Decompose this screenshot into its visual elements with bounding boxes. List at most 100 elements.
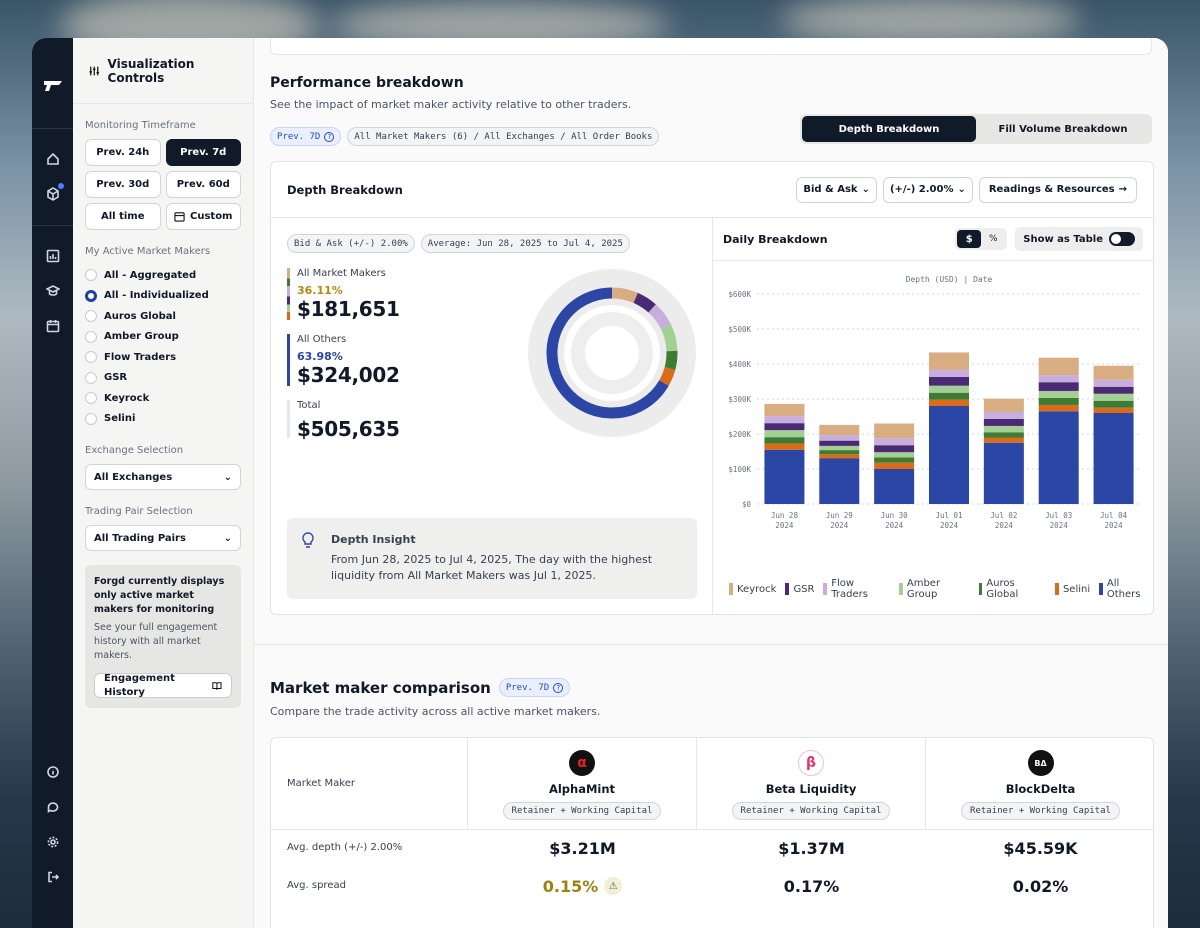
metric-market-makers: All Market Makers 36.11% $181,651 [287,268,400,324]
range-dropdown[interactable]: (+/-) 2.00% ⌄ [882,176,973,203]
timeframe-60d-button[interactable]: Prev. 60d [165,171,241,198]
help-icon: ? [324,131,335,142]
makers-label: My Active Market Makers [85,246,211,257]
bar-segment-keyrock [764,403,805,417]
depth-chips: Bid & Ask (+/-) 2.00% Average: Jun 28, 2… [287,234,630,253]
legend-item-all-others[interactable]: All Others [1099,578,1153,600]
gear-icon[interactable] [45,834,61,850]
beta-logo-icon: β [798,750,824,776]
legend-swatch [1054,583,1059,595]
maker-radio-gsr[interactable]: GSR [85,368,241,389]
home-icon[interactable] [45,151,61,167]
bar-segment-auros-global [1038,397,1079,405]
chevron-down-icon: ⌄ [223,471,232,483]
maker-radio-amber[interactable]: Amber Group [85,327,241,348]
maker-radio-keyrock[interactable]: Keyrock [85,388,241,409]
timeframe-30d-button[interactable]: Prev. 30d [85,171,161,198]
grey-bar [287,400,290,438]
legend-item-amber-group[interactable]: Amber Group [899,578,969,600]
chat-icon[interactable] [45,799,61,815]
maker-radio-flow[interactable]: Flow Traders [85,347,241,368]
unit-percent-toggle[interactable]: % [988,234,998,244]
logout-icon[interactable] [45,869,61,885]
bar-segment-keyrock [1038,357,1079,376]
sidebar-header: Visualization Controls [73,38,253,104]
cube-icon[interactable] [45,183,64,202]
x-tick-label: 2024 [830,521,849,530]
period-chip[interactable]: Prev. 7D? [270,127,342,146]
donut-slice-all-others [546,287,669,419]
legend-label: Selini [1062,583,1091,595]
warning-icon[interactable]: ⚠ [604,877,623,895]
radio-label: Auros Global [104,310,176,322]
legend-item-auros-global[interactable]: Auros Global [978,578,1046,600]
graduation-cap-icon[interactable] [45,283,61,299]
bar-segment-gsr [819,440,860,446]
chart-icon[interactable] [45,248,61,264]
legend-item-flow-traders[interactable]: Flow Traders [823,578,890,600]
readings-button[interactable]: Readings & Resources → [978,176,1137,203]
bar-segment-flow-traders [819,435,860,441]
multi-color-bar [287,268,290,320]
bar-segment-gsr [764,423,805,431]
logo-icon[interactable] [42,78,64,94]
donut-slice-amber-group [660,324,678,352]
bar-segment-all-others [874,469,915,504]
comparison-period-chip[interactable]: Prev. 7D? [498,678,571,697]
show-table-toggle[interactable]: Show as Table [1015,227,1143,251]
legend-item-gsr[interactable]: GSR [785,578,814,600]
insight-title: Depth Insight [331,533,416,546]
x-tick-label: Jun 29 [826,511,853,520]
maker-radio-aggregated[interactable]: All - Aggregated [85,265,241,286]
info-icon[interactable] [45,764,61,780]
tab-fill-volume[interactable]: Fill Volume Breakdown [998,123,1128,135]
x-tick-label: Jul 01 [935,511,962,520]
x-tick-label: 2024 [775,521,794,530]
blockdelta-logo-icon: BΔ [1027,750,1054,776]
bar-segment-auros-global [1093,400,1134,408]
legend-item-keyrock[interactable]: Keyrock [729,578,776,600]
custom-label: Custom [190,211,233,222]
calendar-icon[interactable] [45,318,61,334]
y-tick-label: $500K [728,325,751,334]
engagement-history-button[interactable]: Engagement History [94,673,232,698]
depth-insight: Depth Insight From Jun 28, 2025 to Jul 4… [287,518,697,599]
timeframe-all-button[interactable]: All time [85,203,161,230]
timeframe-custom-button[interactable]: Custom [165,203,241,230]
exchange-select[interactable]: All Exchanges ⌄ [85,464,241,490]
tab-depth-breakdown[interactable]: Depth Breakdown [802,116,976,142]
timeframe-7d-button[interactable]: Prev. 7d [165,139,241,166]
legend-label: Flow Traders [831,578,868,600]
bar-segment-keyrock [819,424,860,436]
donut-slice-selini [659,366,676,386]
depth-card-title: Depth Breakdown [287,182,403,197]
metric-value: $181,651 [297,297,400,321]
bar-segment-all-others [929,406,969,504]
notification-dot [57,183,64,189]
show-table-label: Show as Table [1023,233,1103,245]
x-tick-label: 2024 [885,521,904,530]
side-dropdown[interactable]: Bid & Ask ⌄ [796,176,877,203]
x-tick-label: 2024 [1105,521,1124,530]
radio-label: Selini [104,413,136,425]
maker-radio-individualized[interactable]: All - Individualized [85,286,241,307]
scope-chip[interactable]: All Market Makers (6) / All Exchanges / … [347,127,660,146]
legend-label: All Others [1106,578,1141,600]
timeframe-grid: Prev. 24h Prev. 7d Prev. 30d Prev. 60d A… [85,139,241,230]
daily-breakdown-panel: Daily Breakdown $ % Show as Table Depth … [712,218,1153,614]
bar-segment-flow-traders [764,416,805,424]
legend-label: Auros Global [986,578,1019,600]
radio-circle [85,371,97,384]
chevron-down-icon: ⌄ [957,184,966,195]
unit-dollar-toggle[interactable]: $ [957,230,982,248]
maker-tag: Retainer + Working Capital [731,802,891,820]
maker-radio-selini[interactable]: Selini [85,409,241,430]
bar-segment-all-others [1038,411,1079,504]
pair-select[interactable]: All Trading Pairs ⌄ [85,525,241,551]
bar-segment-selini [819,454,860,459]
x-tick-label: Jun 30 [881,511,909,520]
donut-slice-keyrock [611,287,638,304]
timeframe-24h-button[interactable]: Prev. 24h [85,139,161,166]
maker-radio-auros[interactable]: Auros Global [85,306,241,327]
legend-item-selini[interactable]: Selini [1054,578,1091,600]
